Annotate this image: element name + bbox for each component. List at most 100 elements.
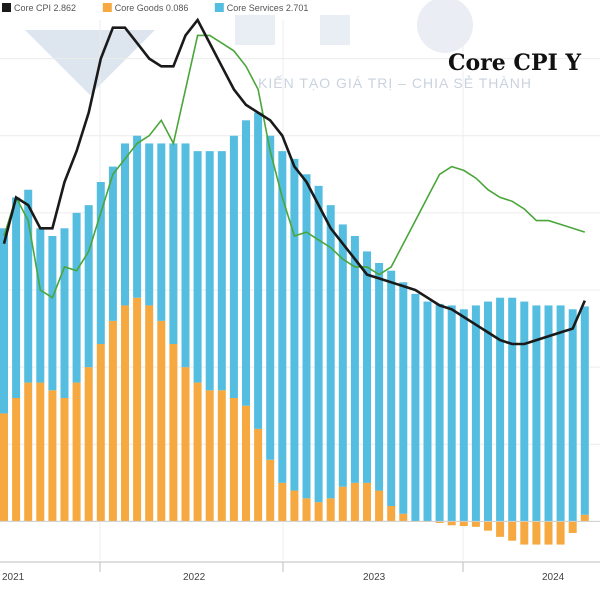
watermark-logo: [25, 0, 473, 95]
bar-core-goods: [520, 521, 529, 545]
bar-core-goods: [181, 367, 190, 522]
bar-core-services: [181, 143, 190, 368]
x-axis-ticks: 2021 2022 2023 2024: [2, 562, 565, 583]
series-line-core-cpi: [2, 17, 586, 346]
bar-core-goods: [326, 498, 335, 522]
bar-core-services: [12, 197, 21, 398]
bar-core-services: [48, 236, 57, 391]
bar-core-services: [72, 212, 81, 383]
legend: Core CPI 2.862 Core Goods 0.086 Core Servi…: [2, 3, 308, 13]
bar-core-services: [278, 151, 287, 483]
bar-core-services: [411, 293, 420, 522]
bar-core-goods: [314, 502, 323, 522]
bar-core-services: [580, 306, 589, 515]
x-tick-label: 2023: [363, 572, 386, 583]
x-tick-label: 2021: [2, 572, 25, 583]
bar-core-goods: [302, 498, 311, 522]
bar-core-goods: [217, 390, 226, 522]
watermark-tagline: KIẾN TẠO GIÁ TRỊ – CHIA SẺ THÀNH: [258, 75, 532, 91]
bar-core-services: [435, 303, 444, 522]
bar-core-goods: [12, 398, 21, 522]
bar-core-services: [217, 151, 226, 391]
bar-core-goods: [508, 521, 517, 541]
bar-core-goods: [193, 382, 202, 522]
bar-core-goods: [60, 398, 69, 522]
bar-core-services: [157, 143, 166, 321]
bar-core-goods: [435, 521, 444, 523]
bar-core-goods: [121, 305, 129, 522]
legend-swatch: [102, 3, 112, 12]
bar-core-services: [350, 236, 359, 483]
bar-core-services: [363, 251, 371, 483]
bar-core-goods: [496, 521, 505, 537]
bar-core-services: [544, 305, 553, 522]
bar-core-goods: [375, 490, 384, 522]
bar-core-goods: [0, 413, 8, 522]
bar-core-goods: [387, 506, 396, 522]
bar-core-services: [508, 297, 517, 522]
bar-core-services: [0, 228, 8, 414]
bar-core-services: [193, 151, 202, 383]
bar-core-services: [169, 143, 178, 344]
bar-core-services: [302, 174, 311, 499]
bar-core-services: [84, 205, 93, 368]
legend-label: Core Services 2.701: [227, 3, 309, 13]
bar-core-goods: [157, 320, 166, 522]
bar-core-goods: [169, 344, 178, 522]
bar-core-goods: [266, 459, 275, 522]
bar-core-services: [326, 205, 335, 499]
bar-core-goods: [544, 521, 553, 545]
chart-title: Core CPI Y: [448, 50, 581, 76]
series-line-green: [3, 34, 586, 299]
bar-core-goods: [229, 398, 238, 522]
bar-core-goods: [72, 382, 81, 522]
bar-core-services: [520, 301, 529, 522]
bar-core-goods: [484, 521, 492, 531]
bar-core-goods: [447, 521, 456, 526]
bar-core-services: [387, 270, 396, 506]
bar-core-goods: [459, 521, 468, 527]
bar-core-goods: [84, 367, 93, 522]
bar-core-services: [205, 151, 214, 391]
bar-core-goods: [205, 390, 214, 522]
bar-core-services: [242, 120, 250, 406]
bar-core-services: [471, 305, 480, 522]
bar-core-services: [399, 282, 408, 514]
bar-core-services: [314, 185, 323, 503]
bar-core-goods: [108, 320, 117, 522]
bar-core-services: [24, 189, 33, 383]
bar-core-goods: [363, 482, 371, 522]
bar-core-services: [375, 263, 384, 491]
legend-swatch: [214, 3, 224, 12]
bar-core-goods: [48, 390, 57, 522]
bar-core-goods: [399, 513, 408, 522]
bar-core-goods: [290, 490, 299, 522]
bar-core-services: [484, 301, 492, 522]
bar-core-goods: [471, 521, 480, 527]
bar-core-goods: [350, 482, 359, 522]
bar-core-goods: [254, 428, 263, 522]
bar-core-services: [121, 143, 129, 306]
bar-core-goods: [338, 486, 347, 522]
bar-core-goods: [532, 521, 541, 545]
bar-core-services: [532, 305, 541, 522]
x-tick-label: 2022: [183, 572, 206, 583]
legend-swatch: [2, 3, 11, 12]
bar-core-services: [338, 224, 347, 487]
bar-core-goods: [133, 297, 142, 522]
bar-core-goods: [24, 382, 33, 522]
bar-core-services: [133, 135, 142, 298]
bar-core-goods: [556, 521, 565, 545]
bar-core-goods: [568, 521, 577, 533]
legend-label: Core Goods 0.086: [115, 3, 189, 13]
bar-core-goods: [580, 514, 589, 522]
bar-core-services: [229, 135, 238, 398]
bar-core-services: [447, 305, 456, 522]
bar-core-services: [568, 309, 577, 522]
bar-core-services: [423, 301, 432, 522]
bar-core-services: [108, 166, 117, 321]
bar-core-services: [556, 305, 565, 522]
bar-core-goods: [36, 382, 45, 522]
bar-core-services: [496, 297, 505, 522]
